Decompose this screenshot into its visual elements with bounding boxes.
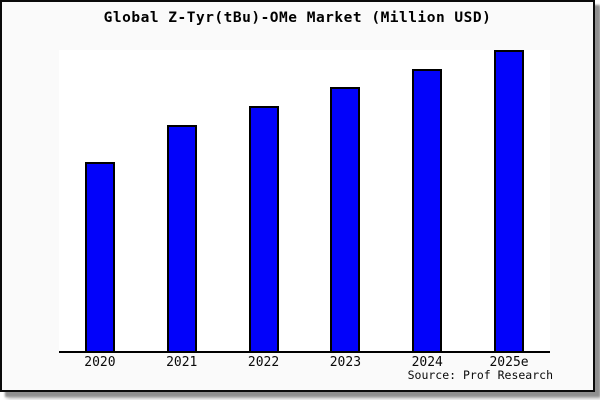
x-axis-labels: 2020 2021 2022 2023 2024 2025e <box>59 355 550 370</box>
x-tick-label-2021: 2021 <box>166 355 198 370</box>
bar-slot <box>141 50 223 351</box>
x-tick-label-2024: 2024 <box>411 355 443 370</box>
bar-slot <box>468 50 550 351</box>
bar-2023 <box>330 87 361 351</box>
bar-slot <box>59 50 141 351</box>
chart-title: Global Z-Tyr(tBu)-OMe Market (Million US… <box>103 10 492 26</box>
bar-slot <box>304 50 386 351</box>
x-tick-label-2022: 2022 <box>247 355 280 370</box>
bar-slot <box>386 50 468 351</box>
bars <box>59 50 550 351</box>
bar-slot <box>223 50 305 351</box>
bar-2024 <box>412 69 443 351</box>
x-tick-label-2020: 2020 <box>84 355 116 370</box>
plot-area <box>59 50 550 353</box>
bar-2021 <box>166 125 197 351</box>
bar-2020 <box>84 162 115 351</box>
source-caption: Source: Prof Research <box>407 368 553 382</box>
chart-figure: Global Z-Tyr(tBu)-OMe Market (Million US… <box>0 0 595 392</box>
bar-2025e <box>494 50 525 351</box>
x-tick-label-2023: 2023 <box>329 355 362 370</box>
bar-2022 <box>248 106 279 351</box>
x-tick-label-2025e: 2025e <box>489 355 529 370</box>
